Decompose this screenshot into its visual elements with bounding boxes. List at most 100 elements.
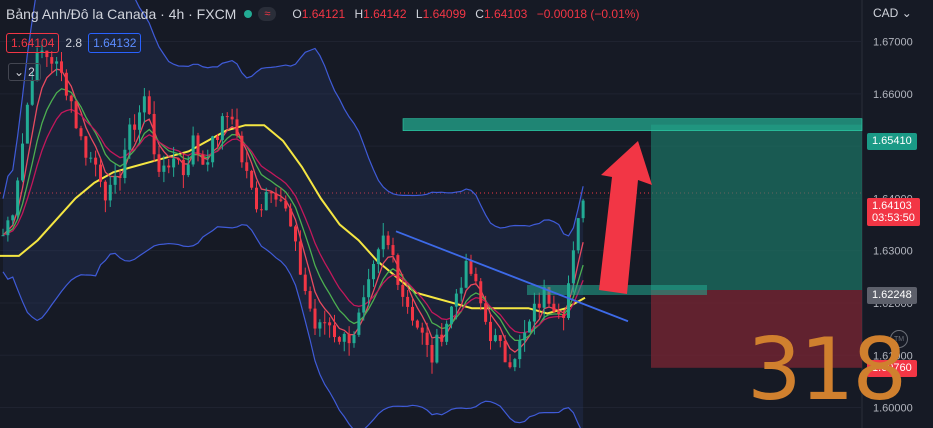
low-value: 1.64099 — [422, 7, 466, 21]
bollinger-lower — [2, 224, 582, 428]
candle-body — [94, 157, 98, 165]
candle-body — [411, 306, 414, 321]
candle-body — [255, 187, 258, 210]
candle-body — [245, 162, 249, 171]
candle-body — [367, 279, 371, 298]
market-status-dot — [244, 10, 253, 18]
candle-body — [386, 235, 390, 246]
wave-icon: ≈ — [264, 8, 271, 20]
candle-body — [464, 260, 468, 288]
candle-body — [542, 287, 546, 308]
candle-body — [279, 199, 283, 201]
candle-body — [352, 334, 356, 344]
target-zone-bar — [402, 118, 863, 131]
candle-body — [211, 136, 215, 163]
candle-body — [298, 241, 302, 275]
price-tick-label: 1.60000 — [873, 403, 913, 415]
ema-line-3 — [2, 108, 584, 334]
candle-body — [372, 263, 375, 280]
candle-body — [25, 104, 29, 144]
indicators-toggle-button[interactable]: ⌄ 2 — [8, 63, 41, 81]
candle-body — [425, 332, 429, 345]
long-position-profit-zone — [651, 124, 862, 291]
candle-body — [16, 180, 20, 216]
candle-body — [196, 135, 200, 155]
candle-body — [89, 157, 93, 159]
candle-body — [381, 235, 385, 250]
candle-body — [513, 359, 517, 368]
candle-body — [289, 208, 293, 227]
candle-body — [479, 281, 483, 304]
entry-price-tag: 1.62248 — [867, 287, 917, 304]
candle-body — [528, 321, 531, 333]
candle-body — [454, 293, 458, 307]
candle-body — [60, 61, 63, 73]
candle-body — [391, 245, 395, 256]
candle-body — [35, 52, 39, 81]
candle-body — [337, 337, 341, 342]
candle-body — [220, 116, 224, 140]
candle-body — [294, 226, 297, 242]
candle-body — [21, 143, 24, 181]
candle-body — [55, 61, 59, 64]
sell-button[interactable]: 1.64104 — [6, 33, 60, 53]
ohlc-values: O1.64121 H1.64142 L1.64099 C1.64103 −0.0… — [292, 7, 640, 21]
bar-countdown: 03:53:50 — [872, 212, 915, 224]
bullish-arrow-annotation — [599, 141, 652, 294]
candle-body — [420, 327, 424, 333]
trendline-resistance — [395, 230, 629, 323]
candle-body — [567, 283, 570, 318]
candle-body — [79, 128, 83, 137]
candle-body — [230, 116, 234, 120]
candle-body — [489, 321, 492, 342]
candle-body — [103, 181, 107, 201]
candle-body — [264, 192, 268, 211]
candle-body — [240, 135, 244, 163]
candle-body — [318, 322, 322, 329]
candle-body — [235, 119, 239, 136]
candle-body — [547, 287, 551, 304]
candle-body — [6, 220, 10, 236]
target-price-tag: 1.65410 — [867, 133, 917, 150]
candle-body — [64, 72, 68, 96]
candle-body — [201, 154, 205, 165]
candle-body — [342, 333, 346, 342]
price-tick-label: 1.63000 — [873, 246, 913, 258]
high-value: 1.64142 — [363, 7, 407, 21]
candle-body — [347, 333, 351, 344]
candle-body — [450, 306, 453, 324]
candle-body — [123, 149, 127, 178]
candle-body — [430, 344, 434, 363]
currency-selector[interactable]: CAD ⌄ — [873, 6, 912, 20]
chevron-down-icon: ⌄ — [14, 65, 25, 79]
candle-body — [508, 362, 512, 368]
chart-header: Bảng Anh/Đô la Canada · 4h · FXCM ≈ O1.6… — [6, 6, 639, 22]
candle-body — [147, 96, 151, 114]
spread-value: 2.8 — [65, 36, 83, 50]
candle-body — [74, 101, 78, 129]
candle-body — [474, 273, 478, 282]
data-source-pill[interactable]: ≈ — [258, 7, 277, 21]
candle-body — [152, 113, 156, 155]
buy-button[interactable]: 1.64132 — [88, 33, 142, 53]
candle-body — [142, 96, 146, 113]
price-tick-label: 1.67000 — [873, 37, 913, 49]
last-price-tag: 1.64103 03:53:50 — [867, 198, 920, 226]
candle-body — [157, 154, 161, 172]
candle-body — [552, 303, 556, 312]
candle-body — [518, 340, 522, 360]
candle-body — [581, 200, 585, 219]
candle-body — [523, 332, 527, 341]
candle-body — [133, 124, 137, 130]
candle-body — [167, 165, 171, 168]
candle-body — [69, 95, 73, 102]
candle-body — [323, 322, 327, 324]
candle-body — [138, 112, 141, 130]
trade-panel: 1.64104 2.8 1.64132 — [6, 33, 142, 53]
candle-body — [113, 176, 117, 185]
candle-body — [181, 159, 185, 176]
candle-body — [206, 162, 210, 165]
candle-body — [99, 164, 102, 182]
symbol-title[interactable]: Bảng Anh/Đô la Canada · 4h · FXCM — [6, 6, 237, 22]
